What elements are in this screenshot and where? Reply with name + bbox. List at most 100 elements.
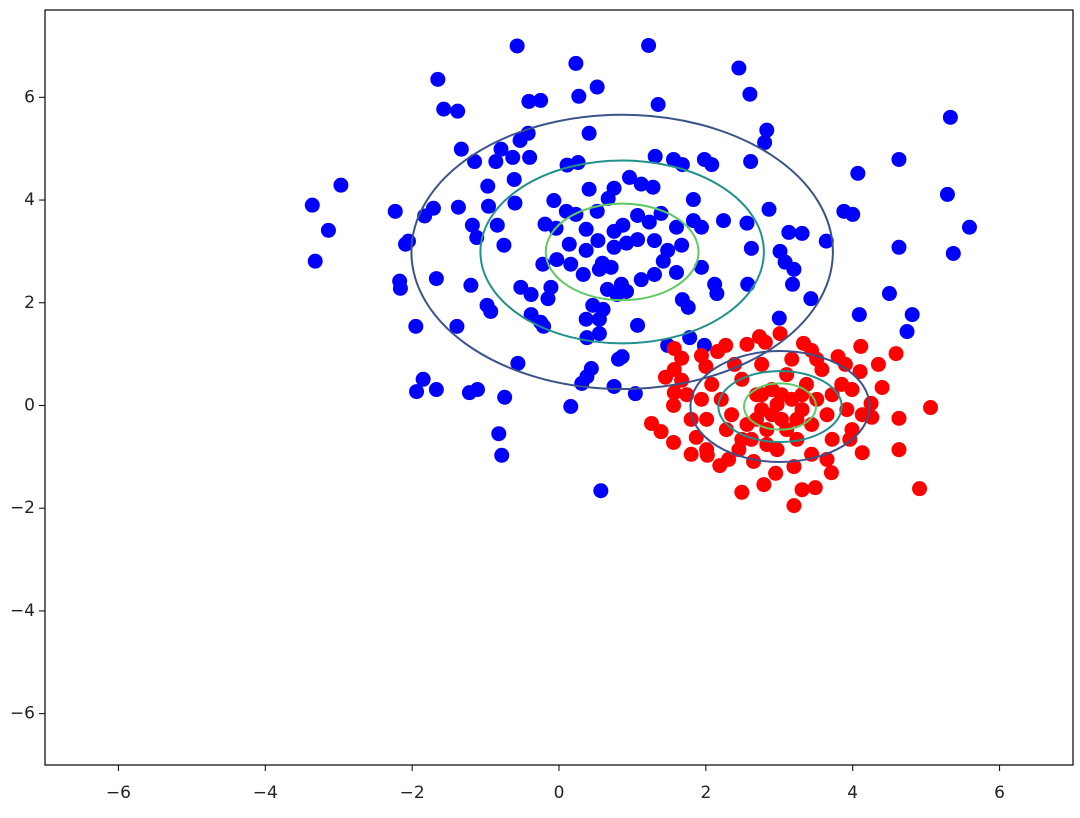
scatter-point — [646, 267, 662, 283]
scatter-point — [721, 451, 737, 467]
scatter-point — [591, 326, 607, 342]
scatter-point — [912, 481, 928, 497]
scatter-point — [699, 411, 715, 427]
scatter-point — [773, 387, 789, 403]
scatter-point — [497, 389, 513, 405]
scatter-point — [571, 88, 587, 104]
scatter-point — [698, 358, 714, 374]
contour — [479, 159, 765, 345]
scatter-point — [496, 237, 512, 253]
scatter-point — [387, 203, 403, 219]
scatter-point — [823, 465, 839, 481]
scatter-point — [591, 311, 607, 327]
scatter-point — [710, 344, 726, 360]
scatter-point — [668, 219, 684, 235]
scatter-point — [693, 219, 709, 235]
scatter-point — [505, 149, 521, 165]
axes-frame — [44, 9, 1074, 766]
scatter-point — [578, 221, 594, 237]
scatter-point — [786, 459, 802, 475]
scatter-point — [819, 407, 835, 423]
scatter-point — [657, 369, 673, 385]
contour — [743, 382, 818, 431]
scatter-point — [754, 387, 770, 403]
y-tick-label: 0 — [24, 395, 35, 415]
scatter-point — [467, 154, 483, 170]
scatter-point — [674, 350, 690, 366]
scatter-point — [489, 217, 505, 233]
scatter-point — [512, 132, 528, 148]
scatter-point — [575, 267, 591, 283]
scatter-point — [653, 424, 669, 440]
scatter-point — [794, 482, 810, 498]
scatter-point — [942, 109, 958, 125]
scatter-point — [428, 382, 444, 398]
scatter-point — [839, 402, 855, 418]
scatter-point — [578, 311, 594, 327]
scatter-point — [743, 154, 759, 170]
scatter-point — [693, 259, 709, 275]
scatter-point — [606, 378, 622, 394]
scatter-point — [533, 92, 549, 108]
scatter-point — [655, 253, 671, 269]
scatter-point — [923, 400, 939, 416]
scatter-point — [785, 276, 801, 292]
scatter-point — [899, 324, 915, 340]
scatter-point — [784, 351, 800, 367]
scatter-point — [818, 233, 834, 249]
scatter-point — [739, 336, 755, 352]
scatter-point — [764, 407, 780, 423]
scatter-point — [789, 411, 805, 427]
scatter-point — [549, 252, 565, 268]
scatter-point — [581, 181, 597, 197]
scatter-point — [590, 233, 606, 249]
scatter-point — [494, 447, 510, 463]
scatter-point — [757, 334, 773, 350]
scatter-point — [743, 240, 759, 256]
scatter-point — [650, 97, 666, 113]
scatter-point — [574, 375, 590, 391]
scatter-point — [891, 239, 907, 255]
scatter-point — [854, 407, 870, 423]
scatter-point — [781, 224, 797, 240]
scatter-point — [666, 397, 682, 413]
scatter-point — [464, 217, 480, 233]
scatter-point — [863, 395, 879, 411]
scatter-point — [450, 199, 466, 215]
scatter-point — [693, 391, 709, 407]
scatter-point — [724, 407, 740, 423]
scatter-point — [904, 307, 920, 323]
scatter-point — [606, 239, 622, 255]
scatter-point — [854, 445, 870, 461]
scatter-point — [506, 171, 522, 187]
x-tick-label: −6 — [106, 783, 131, 803]
scatter-point — [874, 380, 890, 395]
scatter-point — [740, 276, 756, 292]
scatter-point — [450, 103, 466, 119]
scatter-point — [746, 453, 762, 469]
scatter-point — [961, 219, 977, 235]
scatter-point — [409, 384, 425, 400]
scatter-point — [891, 151, 907, 167]
scatter-point — [789, 431, 805, 447]
scatter-point — [803, 291, 819, 307]
scatter-point — [523, 287, 539, 303]
scatter-point — [945, 245, 961, 261]
scatter-point — [603, 259, 619, 275]
scatter-point — [852, 364, 868, 380]
scatter-point — [415, 371, 431, 387]
scatter-point — [704, 157, 720, 173]
scatter-point — [304, 197, 320, 213]
scatter-point — [939, 186, 955, 202]
scatter-point — [509, 38, 525, 54]
scatter-point — [480, 178, 496, 194]
scatter-point — [685, 192, 701, 208]
scatter-point — [645, 179, 661, 195]
plot-area — [304, 37, 977, 514]
scatter-point — [609, 287, 625, 303]
scatter-point — [570, 155, 586, 171]
scatter-point — [507, 195, 523, 211]
x-tick-label: 0 — [554, 783, 565, 803]
scatter-point — [786, 261, 802, 277]
scatter-point — [759, 422, 775, 438]
